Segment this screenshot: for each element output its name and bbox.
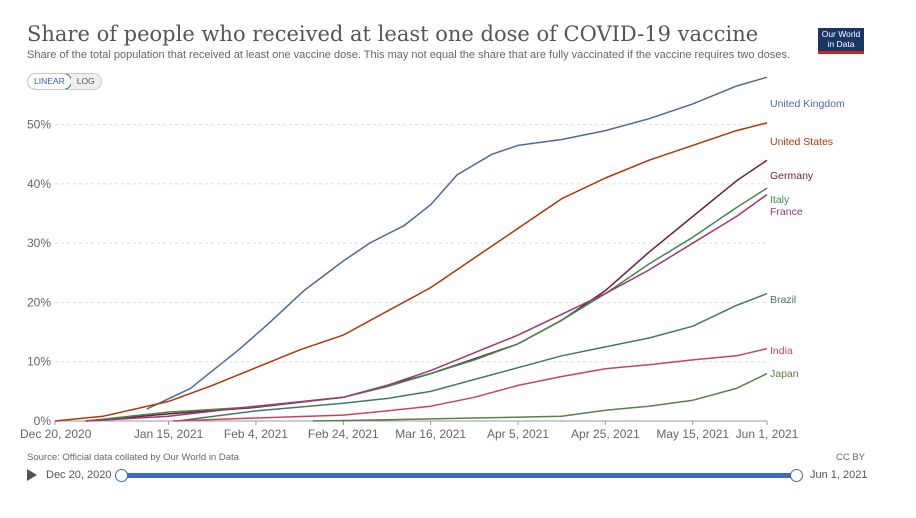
x-tick-label: Dec 20, 2020 [20, 427, 92, 441]
series-label: Japan [770, 368, 799, 380]
timeline-start-label: Dec 20, 2020 [46, 469, 112, 481]
scale-toggle[interactable]: LINEAR LOG [27, 73, 102, 90]
y-tick-label: 20% [27, 295, 51, 309]
logo-line-1: Our World [821, 29, 861, 39]
log-scale-button[interactable]: LOG [70, 74, 101, 89]
play-icon[interactable] [27, 469, 37, 481]
series-label: United States [770, 136, 833, 148]
chart-subtitle: Share of the total population that recei… [27, 49, 790, 61]
series-label: Italy [770, 194, 790, 206]
y-tick-label: 30% [27, 236, 51, 250]
timeline-track[interactable] [121, 473, 797, 478]
timeline-end-label: Jun 1, 2021 [810, 469, 868, 481]
x-tick-label: Mar 16, 2021 [395, 427, 466, 441]
series-line-brazil [177, 292, 768, 422]
x-tick-label: Apr 25, 2021 [571, 427, 640, 441]
x-tick-label: Apr 5, 2021 [487, 427, 549, 441]
x-tick-label: Feb 24, 2021 [308, 427, 379, 441]
series-label: India [770, 345, 793, 357]
source-note[interactable]: Source: Official data collated by Our Wo… [27, 452, 239, 463]
series-line-france [85, 193, 768, 422]
license-link[interactable]: CC BY [835, 452, 865, 463]
timeline-start-handle[interactable] [115, 469, 128, 482]
x-tick-label: Feb 4, 2021 [224, 427, 288, 441]
series-line-japan [312, 372, 768, 422]
timeline-end-handle[interactable] [790, 469, 803, 482]
y-tick-label: 10% [27, 355, 51, 369]
series-line-italy [85, 187, 768, 422]
series-label: United Kingdom [770, 98, 845, 110]
series-label: Brazil [770, 294, 796, 306]
y-tick-label: 0% [34, 414, 52, 428]
logo-line-2: in Data [827, 39, 855, 49]
x-tick-label: Jan 15, 2021 [134, 427, 204, 441]
x-tick-label: May 15, 2021 [656, 427, 729, 441]
chart-title: Share of people who received at least on… [27, 22, 759, 46]
series-label: Germany [770, 170, 814, 182]
series-line-india [172, 347, 768, 422]
y-tick-label: 50% [27, 118, 51, 132]
y-tick-label: 40% [27, 177, 51, 191]
x-tick-label: Jun 1, 2021 [736, 427, 799, 441]
series-label: France [770, 206, 803, 218]
series-line-united-states [54, 122, 768, 422]
series-line-united-kingdom [146, 76, 768, 410]
owid-logo[interactable]: Our World in Data [818, 28, 864, 54]
